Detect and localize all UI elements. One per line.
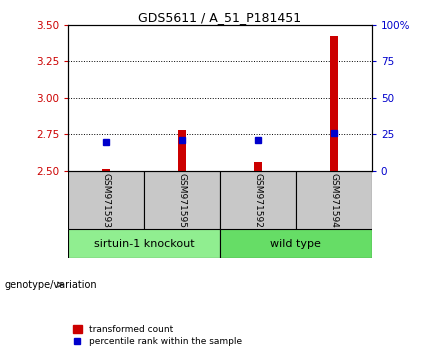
Text: wild type: wild type bbox=[271, 239, 321, 249]
Bar bbox=[68, 171, 144, 229]
Text: sirtuin-1 knockout: sirtuin-1 knockout bbox=[94, 239, 194, 249]
Text: GSM971595: GSM971595 bbox=[178, 172, 187, 228]
Bar bbox=[330, 36, 337, 171]
Text: GSM971593: GSM971593 bbox=[102, 172, 110, 228]
Bar bbox=[103, 169, 110, 171]
Bar bbox=[220, 229, 372, 258]
Title: GDS5611 / A_51_P181451: GDS5611 / A_51_P181451 bbox=[139, 11, 301, 24]
Bar bbox=[68, 229, 220, 258]
Bar bbox=[220, 171, 296, 229]
Legend: transformed count, percentile rank within the sample: transformed count, percentile rank withi… bbox=[73, 325, 242, 346]
Text: GSM971592: GSM971592 bbox=[253, 172, 262, 228]
Bar bbox=[254, 162, 262, 171]
Bar bbox=[144, 171, 220, 229]
Bar bbox=[296, 171, 372, 229]
Bar bbox=[178, 130, 186, 171]
Text: genotype/variation: genotype/variation bbox=[4, 280, 97, 290]
Text: GSM971594: GSM971594 bbox=[330, 172, 338, 228]
